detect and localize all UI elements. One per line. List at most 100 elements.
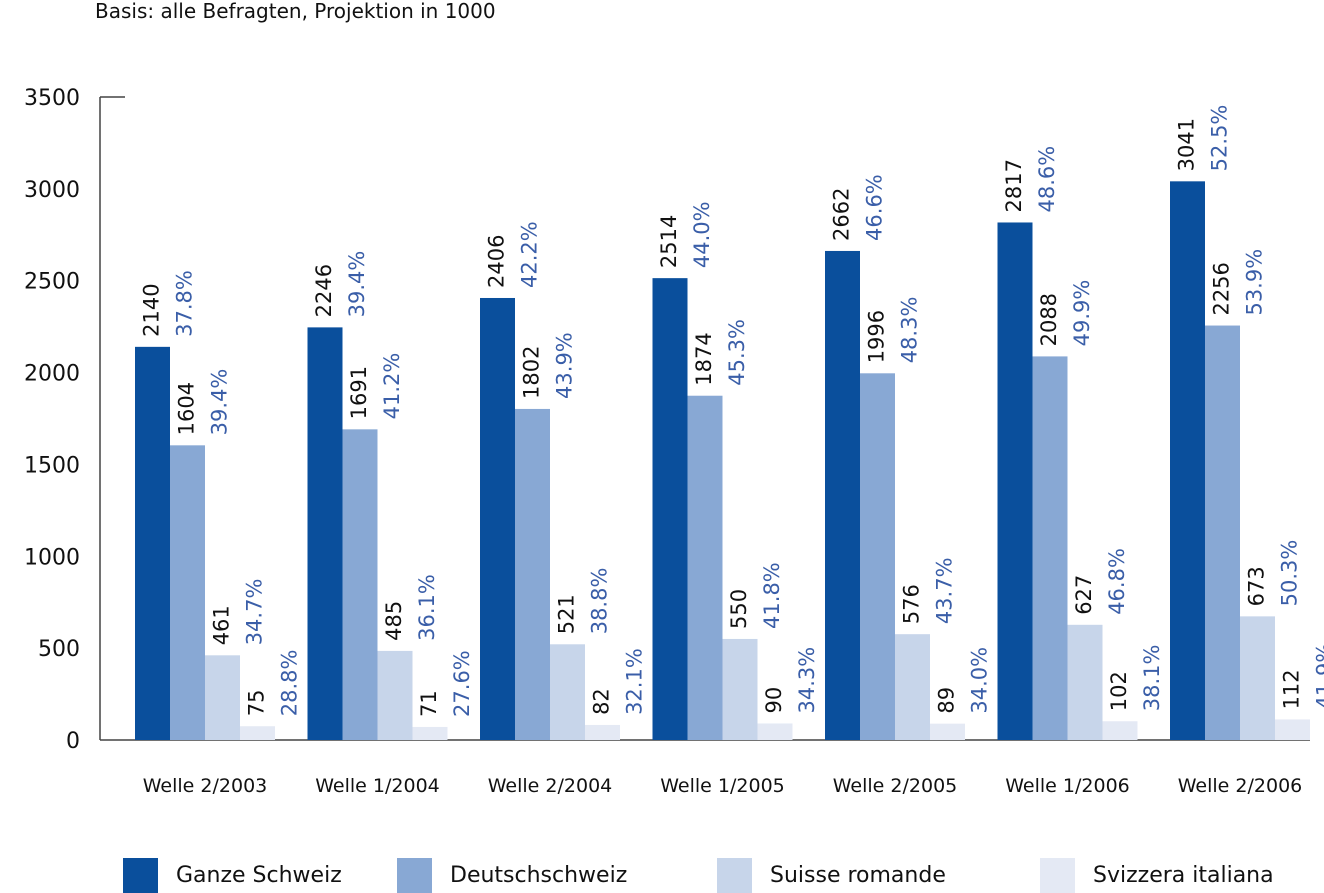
bar <box>515 408 550 740</box>
percent-label: 34.7% <box>243 579 267 646</box>
value-label: 102 <box>1107 671 1131 711</box>
bar <box>240 726 275 740</box>
bar <box>687 395 723 740</box>
legend-label: Deutschschweiz <box>450 863 627 888</box>
bar <box>997 222 1033 740</box>
bar <box>722 638 758 740</box>
value-label: 1604 <box>175 382 199 435</box>
bar <box>1205 325 1240 740</box>
legend-swatch <box>397 858 432 893</box>
value-label: 627 <box>1072 575 1096 615</box>
percent-label: 44.0% <box>690 201 714 268</box>
bar <box>1032 356 1068 740</box>
percent-label: 34.0% <box>968 647 992 714</box>
percent-label: 53.9% <box>1243 249 1267 316</box>
x-tick-label: Welle 2/2003 <box>143 775 268 797</box>
percent-label: 41.9% <box>1313 643 1324 710</box>
value-label: 1996 <box>865 310 889 363</box>
bar <box>1170 181 1205 741</box>
bar <box>825 250 860 740</box>
bar <box>895 634 930 740</box>
legend-label: Svizzera italiana <box>1093 863 1274 888</box>
bar <box>757 723 793 740</box>
percent-label: 50.3% <box>1278 540 1302 607</box>
bar <box>1067 624 1103 740</box>
bar <box>342 429 378 740</box>
y-tick-label: 2500 <box>24 270 80 295</box>
y-tick-label: 500 <box>38 637 80 662</box>
value-label: 3041 <box>1175 118 1199 171</box>
value-label: 576 <box>900 584 924 624</box>
x-tick-label: Welle 1/2004 <box>315 775 440 797</box>
value-label: 673 <box>1245 566 1269 606</box>
bar <box>307 327 343 740</box>
bar <box>205 655 240 740</box>
percent-label: 39.4% <box>208 369 232 436</box>
value-label: 550 <box>727 589 751 629</box>
value-label: 71 <box>417 690 441 717</box>
value-label: 90 <box>762 687 786 714</box>
value-label: 2140 <box>140 283 164 336</box>
percent-label: 52.5% <box>1208 105 1232 172</box>
x-tick-label: Welle 2/2005 <box>833 775 958 797</box>
legend-label: Ganze Schweiz <box>176 863 342 888</box>
bar <box>550 644 585 740</box>
x-tick-label: Welle 1/2006 <box>1005 775 1130 797</box>
bar <box>930 723 965 740</box>
y-tick-label: 0 <box>66 729 80 754</box>
value-label: 461 <box>210 605 234 645</box>
y-tick-label: 3500 <box>24 86 80 111</box>
x-tick-label: Welle 1/2005 <box>660 775 785 797</box>
y-tick-label: 2000 <box>24 362 80 387</box>
value-label: 2406 <box>485 235 509 288</box>
percent-label: 43.9% <box>553 332 577 399</box>
percent-label: 38.1% <box>1140 645 1164 712</box>
value-label: 2088 <box>1037 293 1061 346</box>
legend-swatch <box>1040 858 1075 893</box>
value-label: 521 <box>555 594 579 634</box>
bar <box>652 278 688 740</box>
bar <box>412 726 448 740</box>
legend-label: Suisse romande <box>770 863 946 888</box>
percent-label: 32.1% <box>623 648 647 715</box>
percent-label: 45.3% <box>725 319 749 386</box>
bar <box>860 373 895 740</box>
percent-label: 36.1% <box>415 574 439 641</box>
percent-label: 41.2% <box>380 353 404 420</box>
value-label: 485 <box>382 601 406 641</box>
value-label: 2246 <box>312 264 336 317</box>
percent-label: 42.2% <box>518 221 542 288</box>
percent-label: 48.6% <box>1035 146 1059 213</box>
x-tick-label: Welle 2/2006 <box>1178 775 1303 797</box>
percent-label: 37.8% <box>173 270 197 337</box>
percent-label: 34.3% <box>795 647 819 714</box>
value-label: 1691 <box>347 366 371 419</box>
bar <box>1102 721 1138 740</box>
legend-swatch <box>717 858 752 893</box>
bar <box>135 346 170 740</box>
bar <box>1275 719 1310 740</box>
x-tick-label: Welle 2/2004 <box>488 775 613 797</box>
bar <box>1240 616 1275 740</box>
y-tick-label: 1500 <box>24 453 80 478</box>
percent-label: 39.4% <box>345 251 369 318</box>
percent-label: 43.7% <box>933 557 957 624</box>
bar <box>377 650 413 740</box>
value-label: 112 <box>1280 669 1304 709</box>
y-tick-label: 3000 <box>24 178 80 203</box>
percent-label: 38.8% <box>588 568 612 635</box>
value-label: 89 <box>935 687 959 714</box>
percent-label: 46.8% <box>1105 548 1129 615</box>
percent-label: 49.9% <box>1070 280 1094 347</box>
legend-swatch <box>123 858 158 893</box>
value-label: 1802 <box>520 345 544 398</box>
value-label: 82 <box>590 688 614 715</box>
value-label: 2662 <box>830 187 854 240</box>
bar <box>585 724 620 740</box>
y-tick-label: 1000 <box>24 545 80 570</box>
value-label: 2817 <box>1002 159 1026 212</box>
percent-label: 28.8% <box>278 650 302 717</box>
percent-label: 48.3% <box>898 297 922 364</box>
value-label: 2256 <box>1210 262 1234 315</box>
